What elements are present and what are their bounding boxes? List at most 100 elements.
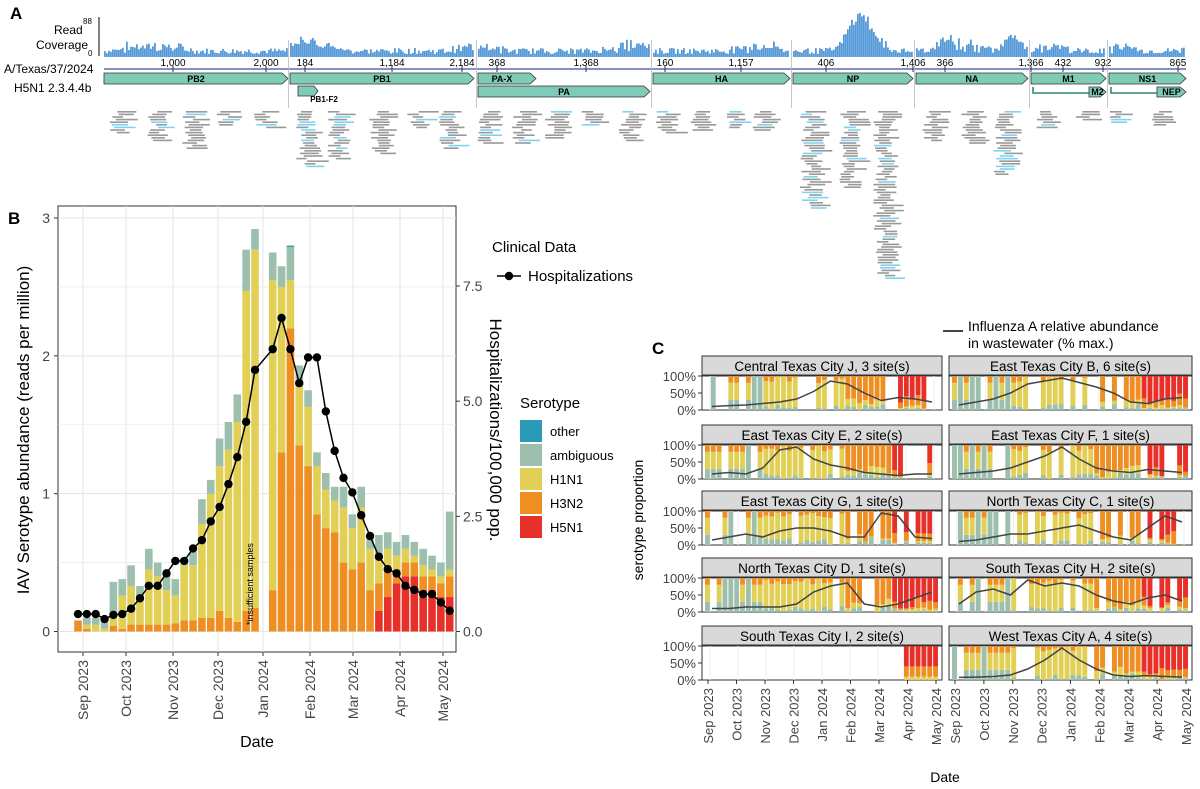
- read: [842, 155, 858, 157]
- facet-bar-segment: [816, 407, 821, 410]
- coverage-bar: [430, 52, 432, 57]
- coverage-bar: [646, 48, 648, 57]
- read: [844, 152, 859, 155]
- facet-bar-segment: [839, 578, 845, 583]
- facet-bar-segment: [999, 601, 1005, 612]
- coverage-track: [478, 39, 650, 57]
- read: [332, 129, 350, 131]
- facet-bar-segment: [1129, 511, 1135, 538]
- facet-bar-segment: [1023, 512, 1029, 543]
- position-tick-label: 1,157: [728, 58, 753, 69]
- coverage-bar: [558, 48, 560, 57]
- coverage-bar: [510, 51, 512, 57]
- facet-title: East Texas City G, 1 site(s): [741, 494, 904, 509]
- read: [760, 111, 772, 113]
- coverage-bar: [859, 13, 861, 57]
- coverage-bar: [452, 46, 454, 57]
- facet-bar-segment: [987, 511, 993, 545]
- coverage-bar: [1089, 52, 1091, 57]
- read: [875, 124, 892, 126]
- coverage-bar: [320, 46, 322, 57]
- bar-week-37: [392, 541, 401, 632]
- coverage-bar: [432, 50, 434, 57]
- facet-bar-segment: [886, 511, 892, 539]
- coverage-bar: [1039, 44, 1041, 57]
- coverage-bar: [484, 47, 486, 57]
- legend-label-h3n2: H3N2: [550, 496, 583, 511]
- coverage-bar: [922, 48, 924, 57]
- coverage-bar: [1181, 48, 1183, 57]
- read: [296, 157, 307, 160]
- coverage-bar: [1073, 50, 1075, 57]
- read: [880, 194, 891, 196]
- facet-bar-segment: [921, 666, 927, 677]
- read: [418, 111, 439, 113]
- coverage-bar: [701, 49, 703, 57]
- coverage-bar: [725, 53, 727, 57]
- facet-bar-segment: [1011, 646, 1017, 648]
- coverage-bar: [924, 52, 926, 57]
- coverage-bar: [196, 50, 198, 57]
- coverage-bar: [232, 49, 234, 57]
- coverage-bar: [292, 46, 294, 57]
- bar-week-9: [145, 548, 153, 632]
- bar-segment-h1n1: [189, 565, 197, 621]
- coverage-bar: [1004, 39, 1006, 57]
- read: [998, 121, 1010, 123]
- facet-bar-segment: [1040, 407, 1046, 410]
- facet-bar-segment: [705, 534, 710, 545]
- facet-bar-segment: [1153, 407, 1159, 410]
- facet-bar-segment: [1100, 541, 1106, 545]
- facet-bar-segment: [1046, 478, 1052, 479]
- coverage-track: [290, 36, 474, 57]
- bar-week-30: [330, 486, 339, 632]
- facet-10: West Texas City A, 4 site(s): [948, 625, 1193, 681]
- read: [873, 183, 896, 186]
- facet-bar-segment: [845, 578, 851, 609]
- read: [801, 170, 821, 173]
- facet-bar-segment: [1123, 467, 1129, 475]
- read: [151, 137, 165, 139]
- facet-bar-segment: [728, 451, 734, 469]
- position-tick-label: 2,000: [253, 58, 278, 69]
- facet-bar-segment: [1106, 601, 1111, 609]
- read: [840, 181, 862, 183]
- coverage-bar: [767, 47, 769, 57]
- facet-bar-segment: [1159, 400, 1165, 405]
- facet-bar-segment: [1129, 465, 1135, 472]
- read: [811, 124, 827, 126]
- facet-bar-segment: [892, 544, 898, 545]
- read: [730, 124, 742, 126]
- facet-bar-segment: [792, 376, 798, 378]
- gene-arrow-pa-x: [477, 72, 537, 85]
- read: [625, 118, 646, 121]
- facet-bar-segment: [1165, 376, 1171, 400]
- coverage-bar: [893, 49, 895, 57]
- bar-segment-ambiguous: [224, 421, 233, 450]
- coverage-bar: [130, 46, 132, 57]
- coverage-bar: [272, 51, 274, 57]
- facet-bar-segment: [1147, 646, 1153, 675]
- read: [803, 129, 814, 131]
- facet-bar-segment: [987, 584, 993, 602]
- read: [370, 131, 389, 134]
- facet-bar-segment: [993, 376, 999, 410]
- facet-bar-segment: [857, 534, 862, 542]
- legend-swatch-h3n2: [520, 492, 542, 514]
- facet-bar-segment: [981, 517, 987, 535]
- facet-bar-segment: [903, 611, 909, 612]
- bar-segment-h1n1: [383, 548, 392, 570]
- coverage-bar: [1083, 50, 1085, 57]
- facet-bar-segment: [1011, 677, 1017, 680]
- bar-segment-h1n1: [322, 489, 330, 529]
- hospitalization-point: [91, 609, 100, 619]
- position-tick-label: 932: [1095, 58, 1112, 69]
- coverage-bar: [749, 47, 751, 57]
- facet-bar-segment: [786, 578, 792, 584]
- facet-bar-segment: [1135, 511, 1141, 536]
- coverage-bar: [366, 49, 368, 57]
- coverage-bar: [1085, 48, 1087, 57]
- read: [884, 209, 904, 212]
- coverage-bar: [418, 50, 420, 57]
- read: [1004, 131, 1022, 134]
